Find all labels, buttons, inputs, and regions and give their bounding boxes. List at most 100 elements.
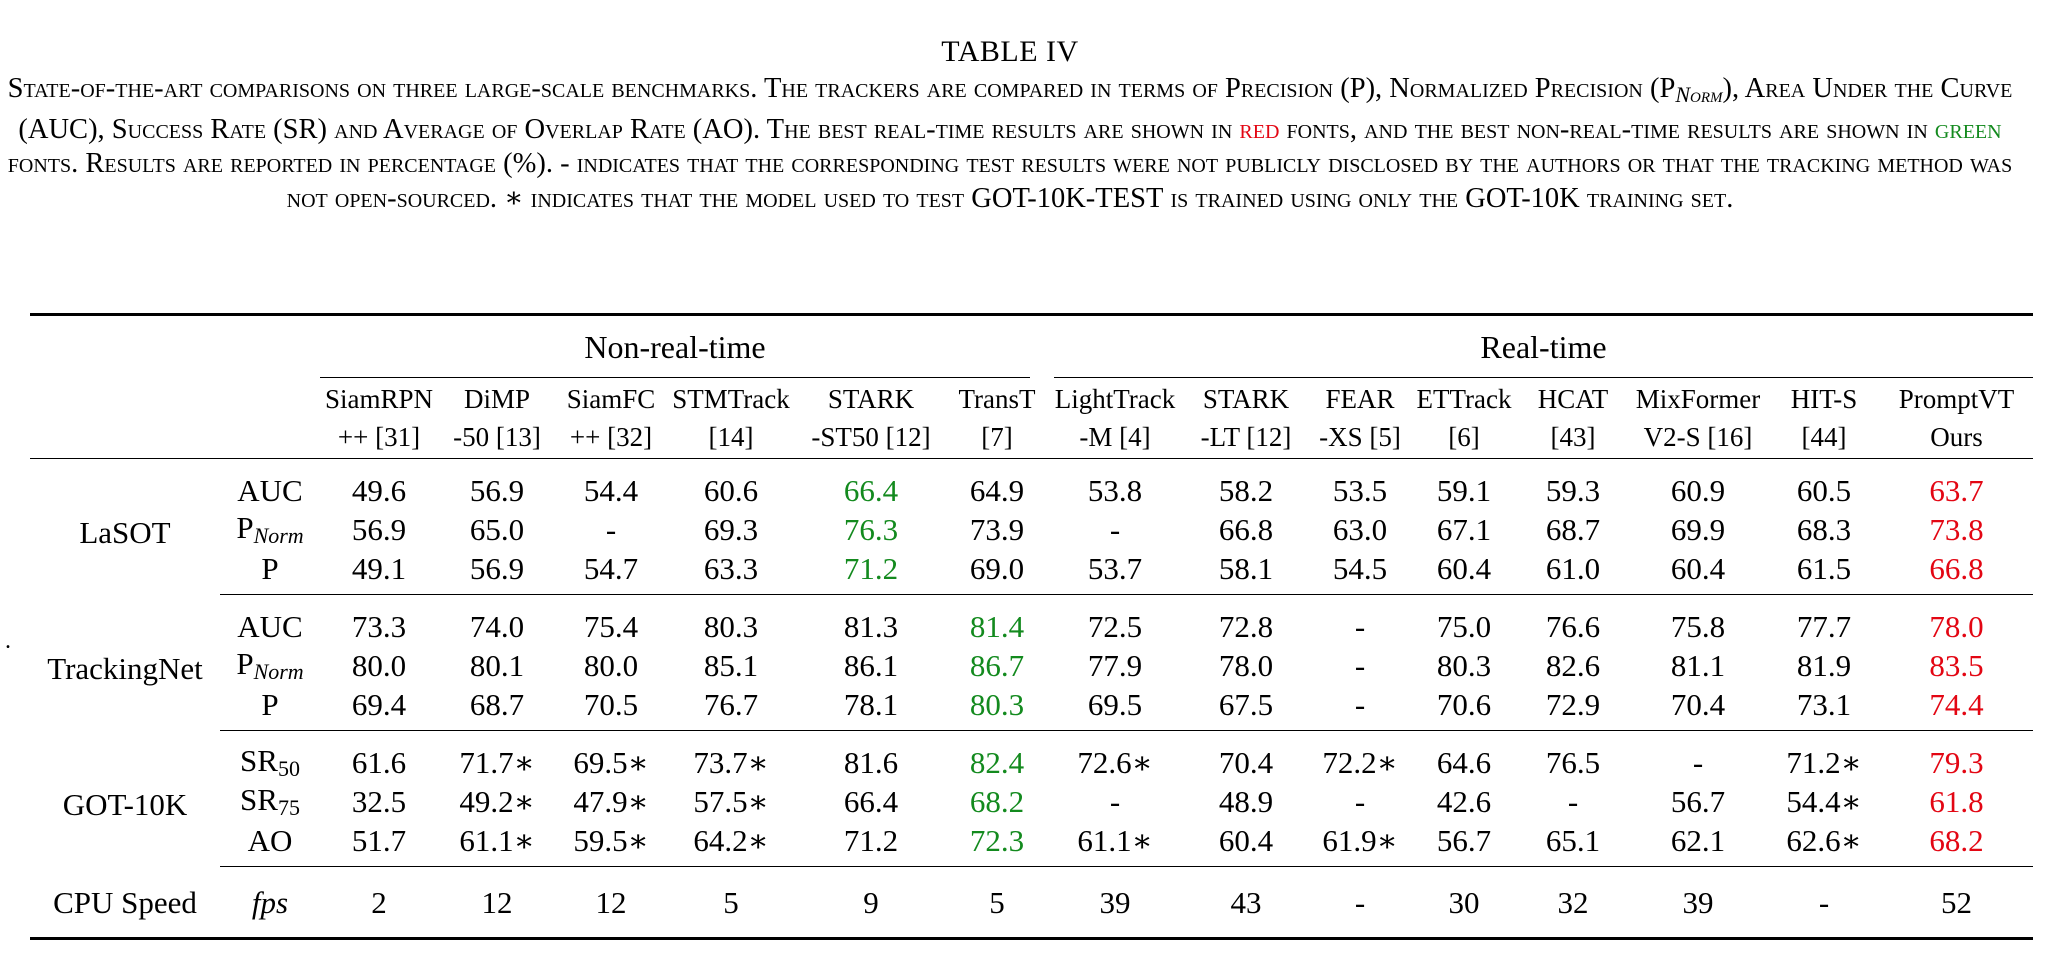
- value-cell: 80.3: [946, 685, 1048, 731]
- value-cell: -: [1354, 608, 1366, 644]
- table-row-lasot-pnorm: PNorm 56.9 65.0 - 69.3 76.3 73.9 - 66.8 63.0 67.1 6…: [30, 510, 2033, 549]
- value-cell: 68.7: [438, 685, 556, 731]
- value-cell: 81.6: [843, 744, 899, 780]
- tracker-header: HIT-S [44]: [1768, 378, 1880, 459]
- value-cell: 68.2: [1880, 821, 2033, 867]
- value-cell: 79.3: [1929, 744, 1984, 780]
- tracker-ref: [43]: [1550, 422, 1596, 452]
- dataset-label: CPU Speed: [30, 866, 220, 940]
- value-cell: 53.5: [1332, 472, 1388, 508]
- value-cell: 59.1: [1436, 472, 1492, 508]
- value-cell: 54.4: [583, 472, 639, 508]
- value-cell: 81.1: [1670, 647, 1726, 683]
- value-cell: 42.6: [1436, 783, 1492, 819]
- value-cell: 56.9: [351, 511, 407, 547]
- tracker-name: ETTrack: [1416, 384, 1512, 414]
- tracker-name: HIT-S: [1790, 384, 1858, 414]
- value-cell: -: [1354, 647, 1366, 683]
- tracker-header: PromptVT Ours: [1880, 378, 2033, 459]
- value-cell: 63.0: [1332, 511, 1388, 547]
- tracker-name: PromptVT: [1898, 384, 2015, 414]
- tracker-header: SiamRPN ++ [31]: [320, 378, 438, 459]
- caption-seg6: training set.: [1579, 182, 1734, 214]
- value-cell: 60.5: [1796, 472, 1852, 508]
- metric-label: AUC: [220, 595, 320, 647]
- value-cell: 80.0: [351, 647, 407, 683]
- caption-seg4: fonts. Results are reported in percentag…: [7, 148, 2013, 214]
- table-row-got-sr75: SR75 32.5 49.2∗ 47.9∗ 57.5∗ 66.4 68.2 - 48.9 - 42.…: [30, 782, 2033, 821]
- tracker-name: DiMP: [463, 384, 531, 414]
- tracker-header: MixFormer V2-S [16]: [1628, 378, 1768, 459]
- tracker-name: TransT: [958, 384, 1036, 414]
- value-cell: 57.5∗: [693, 783, 769, 819]
- table-row-cpu-fps: CPU Speed fps 2 12 12 5 9 5 39 43-30 32 39-52: [30, 866, 2033, 940]
- value-cell: 72.9: [1518, 685, 1628, 731]
- value-cell: 39: [1048, 866, 1182, 940]
- value-cell: 64.9: [969, 472, 1025, 508]
- tracker-header-row: SiamRPN ++ [31] DiMP -50 [13] SiamFC ++ [32] S…: [30, 378, 2033, 459]
- dataset-label: LaSOT: [79, 514, 171, 550]
- value-cell: 61.0: [1518, 549, 1628, 595]
- tracker-ref: -XS [5]: [1319, 422, 1401, 452]
- value-cell: 77.7: [1796, 608, 1852, 644]
- value-cell: 85.1: [703, 647, 759, 683]
- value-cell: 39: [1628, 866, 1768, 940]
- caption-text: State-of-the-art comparisons on three la…: [0, 72, 2020, 216]
- value-cell: 69.5∗: [573, 744, 649, 780]
- value-cell: 76.7: [666, 685, 796, 731]
- value-cell: 59.5∗: [556, 821, 666, 867]
- value-cell: 78.0: [1929, 608, 1984, 644]
- value-cell: 56.9: [469, 472, 525, 508]
- value-cell: 48.9: [1218, 783, 1274, 819]
- value-cell: 73.7∗: [693, 744, 769, 780]
- value-cell: 54.4∗: [1786, 783, 1862, 819]
- value-cell: 43: [1182, 866, 1310, 940]
- value-cell: 81.3: [843, 608, 899, 644]
- metric-subscript: Norm: [253, 659, 304, 684]
- caption-red-word: red: [1239, 113, 1280, 145]
- value-cell: 56.7: [1670, 783, 1726, 819]
- value-cell: 67.5: [1182, 685, 1310, 731]
- value-cell: 53.8: [1087, 472, 1143, 508]
- tracker-name: HCAT: [1537, 384, 1609, 414]
- metric-name: fps: [251, 885, 289, 920]
- value-cell: 75.4: [583, 608, 639, 644]
- value-cell: 51.7: [320, 821, 438, 867]
- value-cell: 68.3: [1796, 511, 1852, 547]
- caption-pnorm-sub: Norm: [1675, 82, 1723, 107]
- value-cell: 75.8: [1670, 608, 1726, 644]
- metric-name: SR: [240, 782, 278, 817]
- tracker-header: TransT [7]: [946, 378, 1048, 459]
- value-cell: 61.8: [1929, 783, 1984, 819]
- dataset-label: GOT-10K: [62, 786, 188, 822]
- value-cell: 80.3: [1436, 647, 1492, 683]
- metric-name: P: [261, 686, 279, 722]
- tracker-ref: [7]: [981, 422, 1013, 452]
- group-realtime: Real-time: [1054, 317, 2033, 378]
- value-cell: 60.6: [703, 472, 759, 508]
- tracker-header: STARK -LT [12]: [1182, 378, 1310, 459]
- value-cell: 32.5: [351, 783, 407, 819]
- metric-label: fps: [220, 866, 320, 940]
- value-cell: 30: [1410, 866, 1518, 940]
- tracker-name: STMTrack: [672, 384, 790, 414]
- metric-label: P: [220, 685, 320, 731]
- value-cell: 81.4: [969, 608, 1025, 644]
- value-cell: 71.2: [796, 549, 946, 595]
- tracker-header: HCAT [43]: [1518, 378, 1628, 459]
- value-cell: 61.9∗: [1310, 821, 1410, 867]
- value-cell: 72.3: [946, 821, 1048, 867]
- tracker-ref: ++ [31]: [337, 422, 421, 452]
- caption-seg1: State-of-the-art comparisons on three la…: [7, 73, 1676, 104]
- metric-subscript: Norm: [253, 523, 304, 548]
- value-cell: 52: [1880, 866, 2033, 940]
- value-cell: 65.1: [1518, 821, 1628, 867]
- metric-name: AUC: [237, 608, 303, 644]
- value-cell: 76.3: [843, 511, 899, 547]
- value-cell: -: [1692, 744, 1704, 780]
- value-cell: -: [1310, 866, 1410, 940]
- tracker-header: FEAR -XS [5]: [1310, 378, 1410, 459]
- value-cell: 60.9: [1670, 472, 1726, 508]
- value-cell: 73.9: [969, 511, 1025, 547]
- dataset-label: TrackingNet: [47, 650, 203, 686]
